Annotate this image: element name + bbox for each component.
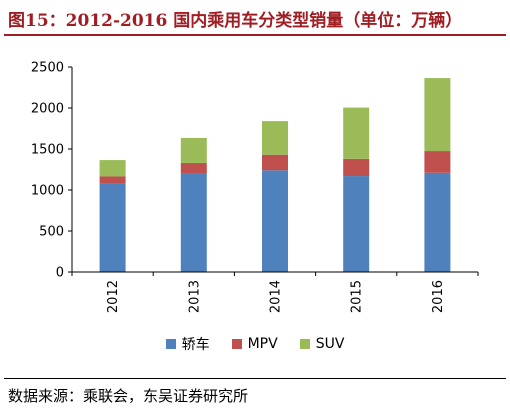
bar-2016-series-2 <box>424 78 451 152</box>
legend-item-sedan: 轿车 <box>165 334 210 354</box>
bar-2016-series-1 <box>424 151 451 173</box>
x-tick-label-2013: 2013 <box>187 280 202 313</box>
y-tick-label-500: 500 <box>39 225 64 240</box>
bar-2016-series-0 <box>424 172 451 272</box>
legend-swatch-mpv <box>231 339 242 349</box>
legend-label-sedan: 轿车 <box>181 337 210 353</box>
bar-2014-series-1 <box>262 154 288 171</box>
legend-label-mpv: MPV <box>247 336 278 352</box>
bar-2013-series-2 <box>180 137 207 163</box>
source-divider <box>4 378 506 379</box>
y-tick-label-0: 0 <box>56 266 64 281</box>
bar-2012-series-1 <box>99 176 126 184</box>
data-source-note: 数据来源：乘联会，东吴证券研究所 <box>8 387 249 405</box>
y-tick-label-2500: 2500 <box>31 61 64 76</box>
stacked-bar-chart: 0 500 1000 1500 2000 2500 2012 2013 2014 2015 2016 <box>31 61 479 313</box>
bar-2012-series-2 <box>99 160 126 177</box>
legend-item-mpv: MPV <box>231 336 278 352</box>
bar-2014-series-0 <box>262 170 288 272</box>
title-divider <box>4 34 506 36</box>
x-tick-label-2016: 2016 <box>431 280 446 313</box>
bar-2012-series-0 <box>99 183 126 272</box>
legend-label-suv: SUV <box>315 336 345 352</box>
legend-item-suv: SUV <box>299 336 345 352</box>
y-tick-label-2000: 2000 <box>31 102 64 117</box>
bar-2014-series-2 <box>262 121 288 155</box>
bar-2015-series-0 <box>343 176 370 272</box>
x-tick-label-2015: 2015 <box>350 280 365 313</box>
y-tick-label-1000: 1000 <box>31 184 64 199</box>
chart-legend: 轿车 MPV SUV <box>0 334 510 354</box>
bar-2013-series-1 <box>180 162 207 174</box>
x-tick-label-2012: 2012 <box>106 280 121 313</box>
bar-2013-series-0 <box>180 173 207 272</box>
bar-2015-series-2 <box>343 107 370 159</box>
legend-swatch-suv <box>299 339 310 349</box>
chart-title: 图15：2012-2016 国内乘用车分类型销量（单位：万辆） <box>8 11 463 31</box>
y-tick-label-1500: 1500 <box>31 143 64 158</box>
bar-2015-series-1 <box>343 158 370 177</box>
legend-swatch-sedan <box>165 339 176 349</box>
x-tick-label-2014: 2014 <box>269 280 284 313</box>
